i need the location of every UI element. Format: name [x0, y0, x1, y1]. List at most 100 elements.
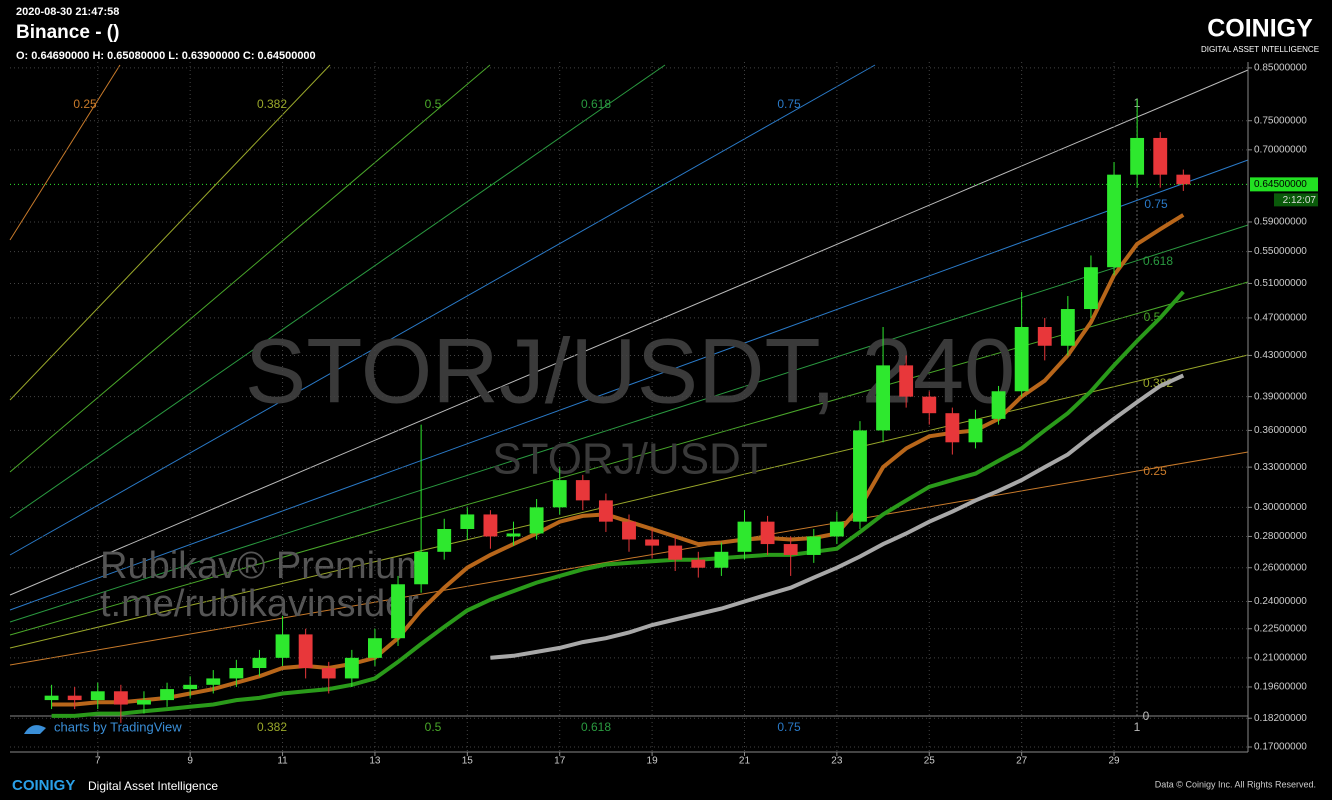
fib-label: 0.5 — [425, 97, 442, 111]
x-tick-label: 21 — [739, 756, 751, 767]
candle-body — [113, 691, 128, 705]
x-tick-label: 7 — [95, 756, 101, 767]
watermark-promo: t.me/rubikavinsider — [100, 583, 419, 625]
fib-label: 0.618 — [581, 97, 611, 111]
candle-body — [44, 695, 59, 701]
candle-body — [1130, 137, 1145, 175]
candle-body — [137, 700, 151, 705]
fib-label: 0 — [1143, 709, 1150, 723]
y-tick-label: 0.19600000 — [1254, 682, 1307, 693]
candle-body — [552, 480, 567, 508]
y-tick-label: 0.39000000 — [1254, 391, 1307, 402]
candle-body — [806, 536, 821, 555]
candle-body — [622, 521, 636, 540]
candle-body — [321, 668, 336, 679]
candle-body — [206, 678, 221, 685]
candle-body — [1014, 326, 1029, 392]
x-tick-label: 27 — [1016, 756, 1028, 767]
y-tick-label: 0.33000000 — [1254, 462, 1307, 473]
watermark-sub: STORJ/USDT — [492, 435, 767, 484]
x-tick-label: 23 — [831, 756, 843, 767]
tv-icon — [24, 725, 46, 734]
candle-body — [1060, 309, 1075, 346]
fib-label: 0.75 — [777, 97, 801, 111]
candle-body — [737, 521, 752, 552]
footer-logo: COINIGY — [12, 777, 75, 794]
candle-body — [368, 638, 382, 658]
candle-body — [876, 365, 890, 431]
y-tick-label: 0.18200000 — [1254, 713, 1307, 724]
fan-line — [9, 69, 1249, 596]
x-tick-label: 29 — [1108, 756, 1120, 767]
fib-label: 0.5 — [425, 720, 442, 734]
x-tick-label: 11 — [277, 756, 288, 767]
candle-body — [391, 584, 405, 639]
fib-label: 0.382 — [257, 97, 287, 111]
fib-label: 1 — [1134, 720, 1141, 734]
moving-average — [51, 290, 1185, 718]
brand-tagline: DIGITAL ASSET INTELLIGENCE — [1201, 45, 1319, 54]
y-tick-label: 0.47000000 — [1254, 313, 1307, 324]
candle-body — [437, 528, 452, 552]
candle-body — [483, 514, 498, 537]
footer-bar — [0, 770, 1332, 800]
x-tick-label: 25 — [924, 756, 936, 767]
y-tick-label: 0.75000000 — [1254, 115, 1307, 126]
fib-label: 0.382 — [1143, 376, 1173, 390]
attribution[interactable]: charts by TradingView — [54, 719, 182, 734]
candle-body — [160, 689, 174, 701]
candle-body — [183, 684, 198, 690]
y-tick-label: 0.36000000 — [1254, 425, 1307, 436]
y-tick-label: 0.51000000 — [1254, 278, 1307, 289]
fan-line — [9, 64, 876, 556]
header-datetime: 2020-08-30 21:47:58 — [16, 6, 119, 18]
candle-body — [1153, 137, 1168, 175]
fib-label: 0.75 — [777, 720, 801, 734]
candle-body — [968, 418, 983, 443]
candle-body — [922, 396, 937, 414]
fib-label: 0.25 — [1143, 464, 1167, 478]
x-tick-label: 9 — [187, 756, 193, 767]
fan-line — [9, 64, 121, 241]
tradingview-badge[interactable]: charts by TradingView — [24, 719, 182, 734]
fan-line — [9, 64, 331, 401]
moving-average — [490, 373, 1185, 660]
candle-body — [414, 551, 429, 585]
candle-body — [460, 514, 475, 529]
candle-body — [575, 480, 590, 501]
candle-body — [252, 657, 267, 669]
candle-body — [714, 551, 729, 568]
fib-label: 0.382 — [257, 720, 287, 734]
candle-body — [1084, 267, 1098, 310]
fan-line — [9, 159, 1249, 611]
y-tick-label: 0.55000000 — [1254, 246, 1307, 257]
fan-line — [9, 224, 1249, 623]
moving-average — [51, 213, 1185, 707]
fan-line — [9, 64, 491, 473]
fan-line — [9, 64, 666, 519]
candle-body — [67, 695, 82, 701]
candle-body — [668, 545, 683, 560]
y-tick-label: 0.30000000 — [1254, 502, 1307, 513]
fan-line — [9, 354, 1249, 649]
y-tick-label: 0.17000000 — [1254, 742, 1307, 753]
countdown-box — [1274, 193, 1318, 207]
candle-body — [1176, 174, 1191, 185]
candle-body — [529, 507, 544, 534]
y-tick-label: 0.26000000 — [1254, 562, 1307, 573]
last-price-box — [1250, 177, 1318, 192]
y-tick-label: 0.70000000 — [1254, 144, 1307, 155]
y-tick-label: 0.43000000 — [1254, 350, 1307, 361]
candle-body — [275, 634, 290, 658]
candle-body — [344, 657, 359, 679]
candle-body — [760, 521, 775, 545]
candle-body — [945, 413, 960, 443]
countdown: 2:12:07 — [1283, 195, 1317, 206]
y-tick-label: 0.22500000 — [1254, 623, 1307, 634]
y-tick-label: 0.28000000 — [1254, 531, 1307, 542]
last-price-label: 0.64500000 — [1254, 179, 1307, 190]
fib-label: 0.618 — [581, 720, 611, 734]
candle-body — [853, 430, 867, 522]
